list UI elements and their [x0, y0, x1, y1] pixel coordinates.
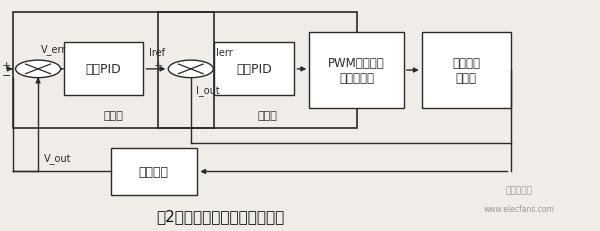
Text: 电流PID: 电流PID	[236, 63, 272, 76]
Text: +: +	[1, 61, 11, 70]
Circle shape	[169, 61, 214, 78]
FancyBboxPatch shape	[422, 33, 511, 109]
Text: −: −	[1, 70, 11, 80]
Text: 采样电路: 采样电路	[139, 165, 169, 178]
Text: I_out: I_out	[196, 84, 219, 95]
Text: 电压环: 电压环	[104, 110, 124, 121]
Circle shape	[16, 61, 61, 78]
FancyBboxPatch shape	[214, 43, 295, 96]
Text: 电压PID: 电压PID	[86, 63, 121, 76]
Text: PWM波形生成
及驱动电路: PWM波形生成 及驱动电路	[328, 57, 385, 85]
Text: www.elecfans.com: www.elecfans.com	[484, 204, 555, 213]
Text: 电流环: 电流环	[257, 110, 277, 121]
Text: 功率电路
及负载: 功率电路 及负载	[452, 57, 480, 85]
Text: 电子发烧友: 电子发烧友	[506, 186, 533, 195]
Text: +: +	[154, 61, 164, 70]
Text: Ierr: Ierr	[216, 47, 233, 58]
FancyBboxPatch shape	[309, 33, 404, 109]
FancyBboxPatch shape	[64, 43, 143, 96]
Text: V_err: V_err	[41, 44, 67, 55]
Text: V_out: V_out	[44, 153, 71, 164]
Text: 图2电压环电流环双环控制方法: 图2电压环电流环双环控制方法	[156, 208, 284, 223]
Text: Iref: Iref	[149, 47, 166, 58]
FancyBboxPatch shape	[111, 149, 197, 195]
